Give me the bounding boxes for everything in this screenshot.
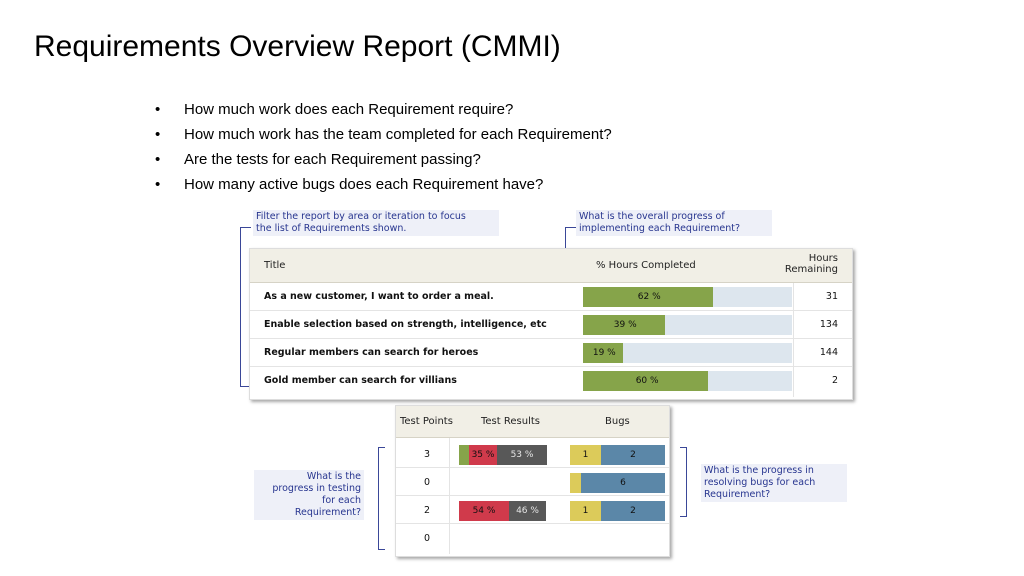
requirement-title[interactable]: Enable selection based on strength, inte… [264, 319, 547, 330]
hours-remaining: 134 [819, 319, 838, 330]
bug-segment [570, 473, 581, 493]
question-text: Are the tests for each Requirement passi… [184, 151, 481, 168]
bug-segment: 2 [601, 501, 665, 521]
test-points-value: 0 [424, 477, 431, 488]
bug-segment: 1 [570, 445, 601, 465]
filter-callout: Filter the report by area or iteration t… [253, 210, 499, 236]
table-row[interactable]: 0 6 [396, 468, 669, 496]
hours-progress-bar [583, 315, 792, 335]
question-text: How much work has the team completed for… [184, 126, 612, 143]
question-item: • How many active bugs does each Requirem… [155, 176, 612, 201]
test-result-segment: 54 % [459, 501, 509, 521]
hours-progress-bar [583, 287, 792, 307]
testing-bracket [378, 447, 385, 550]
bug-segment: 6 [581, 473, 665, 493]
hours-progress-fill [583, 287, 713, 307]
hours-remaining: 144 [819, 347, 838, 358]
table-row[interactable]: 2 54 % 46 % 1 2 [396, 496, 669, 524]
test-points-value: 0 [424, 533, 431, 544]
bullet-glyph: • [155, 126, 161, 143]
table-row[interactable]: As a new customer, I want to order a mea… [250, 283, 852, 311]
hours-header-line1: Hours [808, 253, 838, 264]
table-row[interactable]: 3 35 % 53 % 1 2 [396, 440, 669, 468]
question-item: • Are the tests for each Requirement pass… [155, 151, 612, 176]
question-text: How much work does each Requirement requ… [184, 101, 514, 118]
bullet-glyph: • [155, 101, 161, 118]
question-item: • How much work does each Requirement req… [155, 101, 612, 126]
test-result-segment: 53 % [497, 445, 547, 465]
pct-label: 62 % [637, 292, 661, 302]
bullet-glyph: • [155, 176, 161, 193]
hours-header-line2: Remaining [784, 264, 838, 275]
table-header: Test Points Test Results Bugs [396, 406, 669, 438]
test-points-value: 3 [424, 449, 431, 460]
col-title-header: Title [264, 260, 286, 271]
test-points-value: 2 [424, 505, 431, 516]
hours-progress-bar [583, 371, 792, 391]
testing-callout: What is the progress in testing for each… [254, 470, 364, 520]
hours-remaining: 2 [831, 375, 838, 386]
question-text: How many active bugs does each Requireme… [184, 176, 544, 193]
page-title: Requirements Overview Report (CMMI) [34, 30, 561, 63]
bugs-callout: What is the progress in resolving bugs f… [701, 464, 847, 502]
column-divider [793, 283, 794, 397]
filter-bracket [240, 227, 251, 387]
test-result-segment: 46 % [509, 501, 546, 521]
table-row[interactable]: 0 [396, 524, 669, 551]
col-test-points-header: Test Points [400, 416, 453, 427]
table-row[interactable]: Regular members can search for heroes 19… [250, 339, 852, 367]
hours-progress-fill [583, 371, 709, 391]
progress-callout: What is the overall progress of implemen… [576, 210, 772, 236]
requirement-title[interactable]: As a new customer, I want to order a mea… [264, 291, 494, 302]
col-bugs-header: Bugs [605, 416, 630, 427]
table-row[interactable]: Enable selection based on strength, inte… [250, 311, 852, 339]
bullet-glyph: • [155, 151, 161, 168]
requirements-table: Title % Hours Completed Hours Remaining … [249, 248, 853, 400]
test-result-segment: 35 % [469, 445, 497, 465]
test-result-segment [459, 445, 469, 465]
pct-label: 60 % [635, 376, 659, 386]
requirement-title[interactable]: Gold member can search for villians [264, 375, 457, 386]
requirement-title[interactable]: Regular members can search for heroes [264, 347, 479, 358]
col-pct-header: % Hours Completed [596, 260, 696, 271]
question-item: • How much work has the team completed fo… [155, 126, 612, 151]
table-row[interactable]: Gold member can search for villians 60 %… [250, 367, 852, 394]
question-list: • How much work does each Requirement req… [155, 101, 612, 201]
table-header: Title % Hours Completed Hours Remaining [250, 249, 852, 283]
pct-label: 39 % [613, 320, 637, 330]
test-bugs-table: Test Points Test Results Bugs 3 35 % 53 %… [395, 405, 670, 557]
hours-progress-fill [583, 343, 623, 363]
pct-label: 19 % [592, 348, 616, 358]
hours-progress-fill [583, 315, 665, 335]
col-test-results-header: Test Results [481, 416, 540, 427]
bug-segment: 2 [601, 445, 665, 465]
bugs-bracket [680, 447, 687, 517]
column-divider [449, 438, 450, 554]
hours-progress-bar [583, 343, 792, 363]
col-hours-header: Hours Remaining [785, 253, 838, 275]
hours-remaining: 31 [825, 291, 838, 302]
bug-segment: 1 [570, 501, 601, 521]
